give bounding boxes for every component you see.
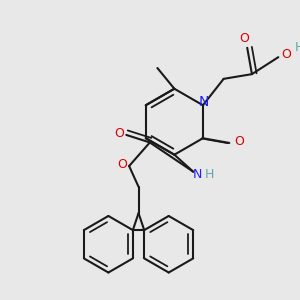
Text: H: H	[205, 168, 214, 181]
Text: N: N	[193, 168, 203, 181]
Text: O: O	[281, 48, 291, 61]
Text: O: O	[114, 127, 124, 140]
Text: O: O	[118, 158, 128, 171]
Text: H: H	[294, 41, 300, 54]
Text: N: N	[199, 95, 209, 110]
Text: O: O	[239, 32, 249, 45]
Text: O: O	[234, 134, 244, 148]
